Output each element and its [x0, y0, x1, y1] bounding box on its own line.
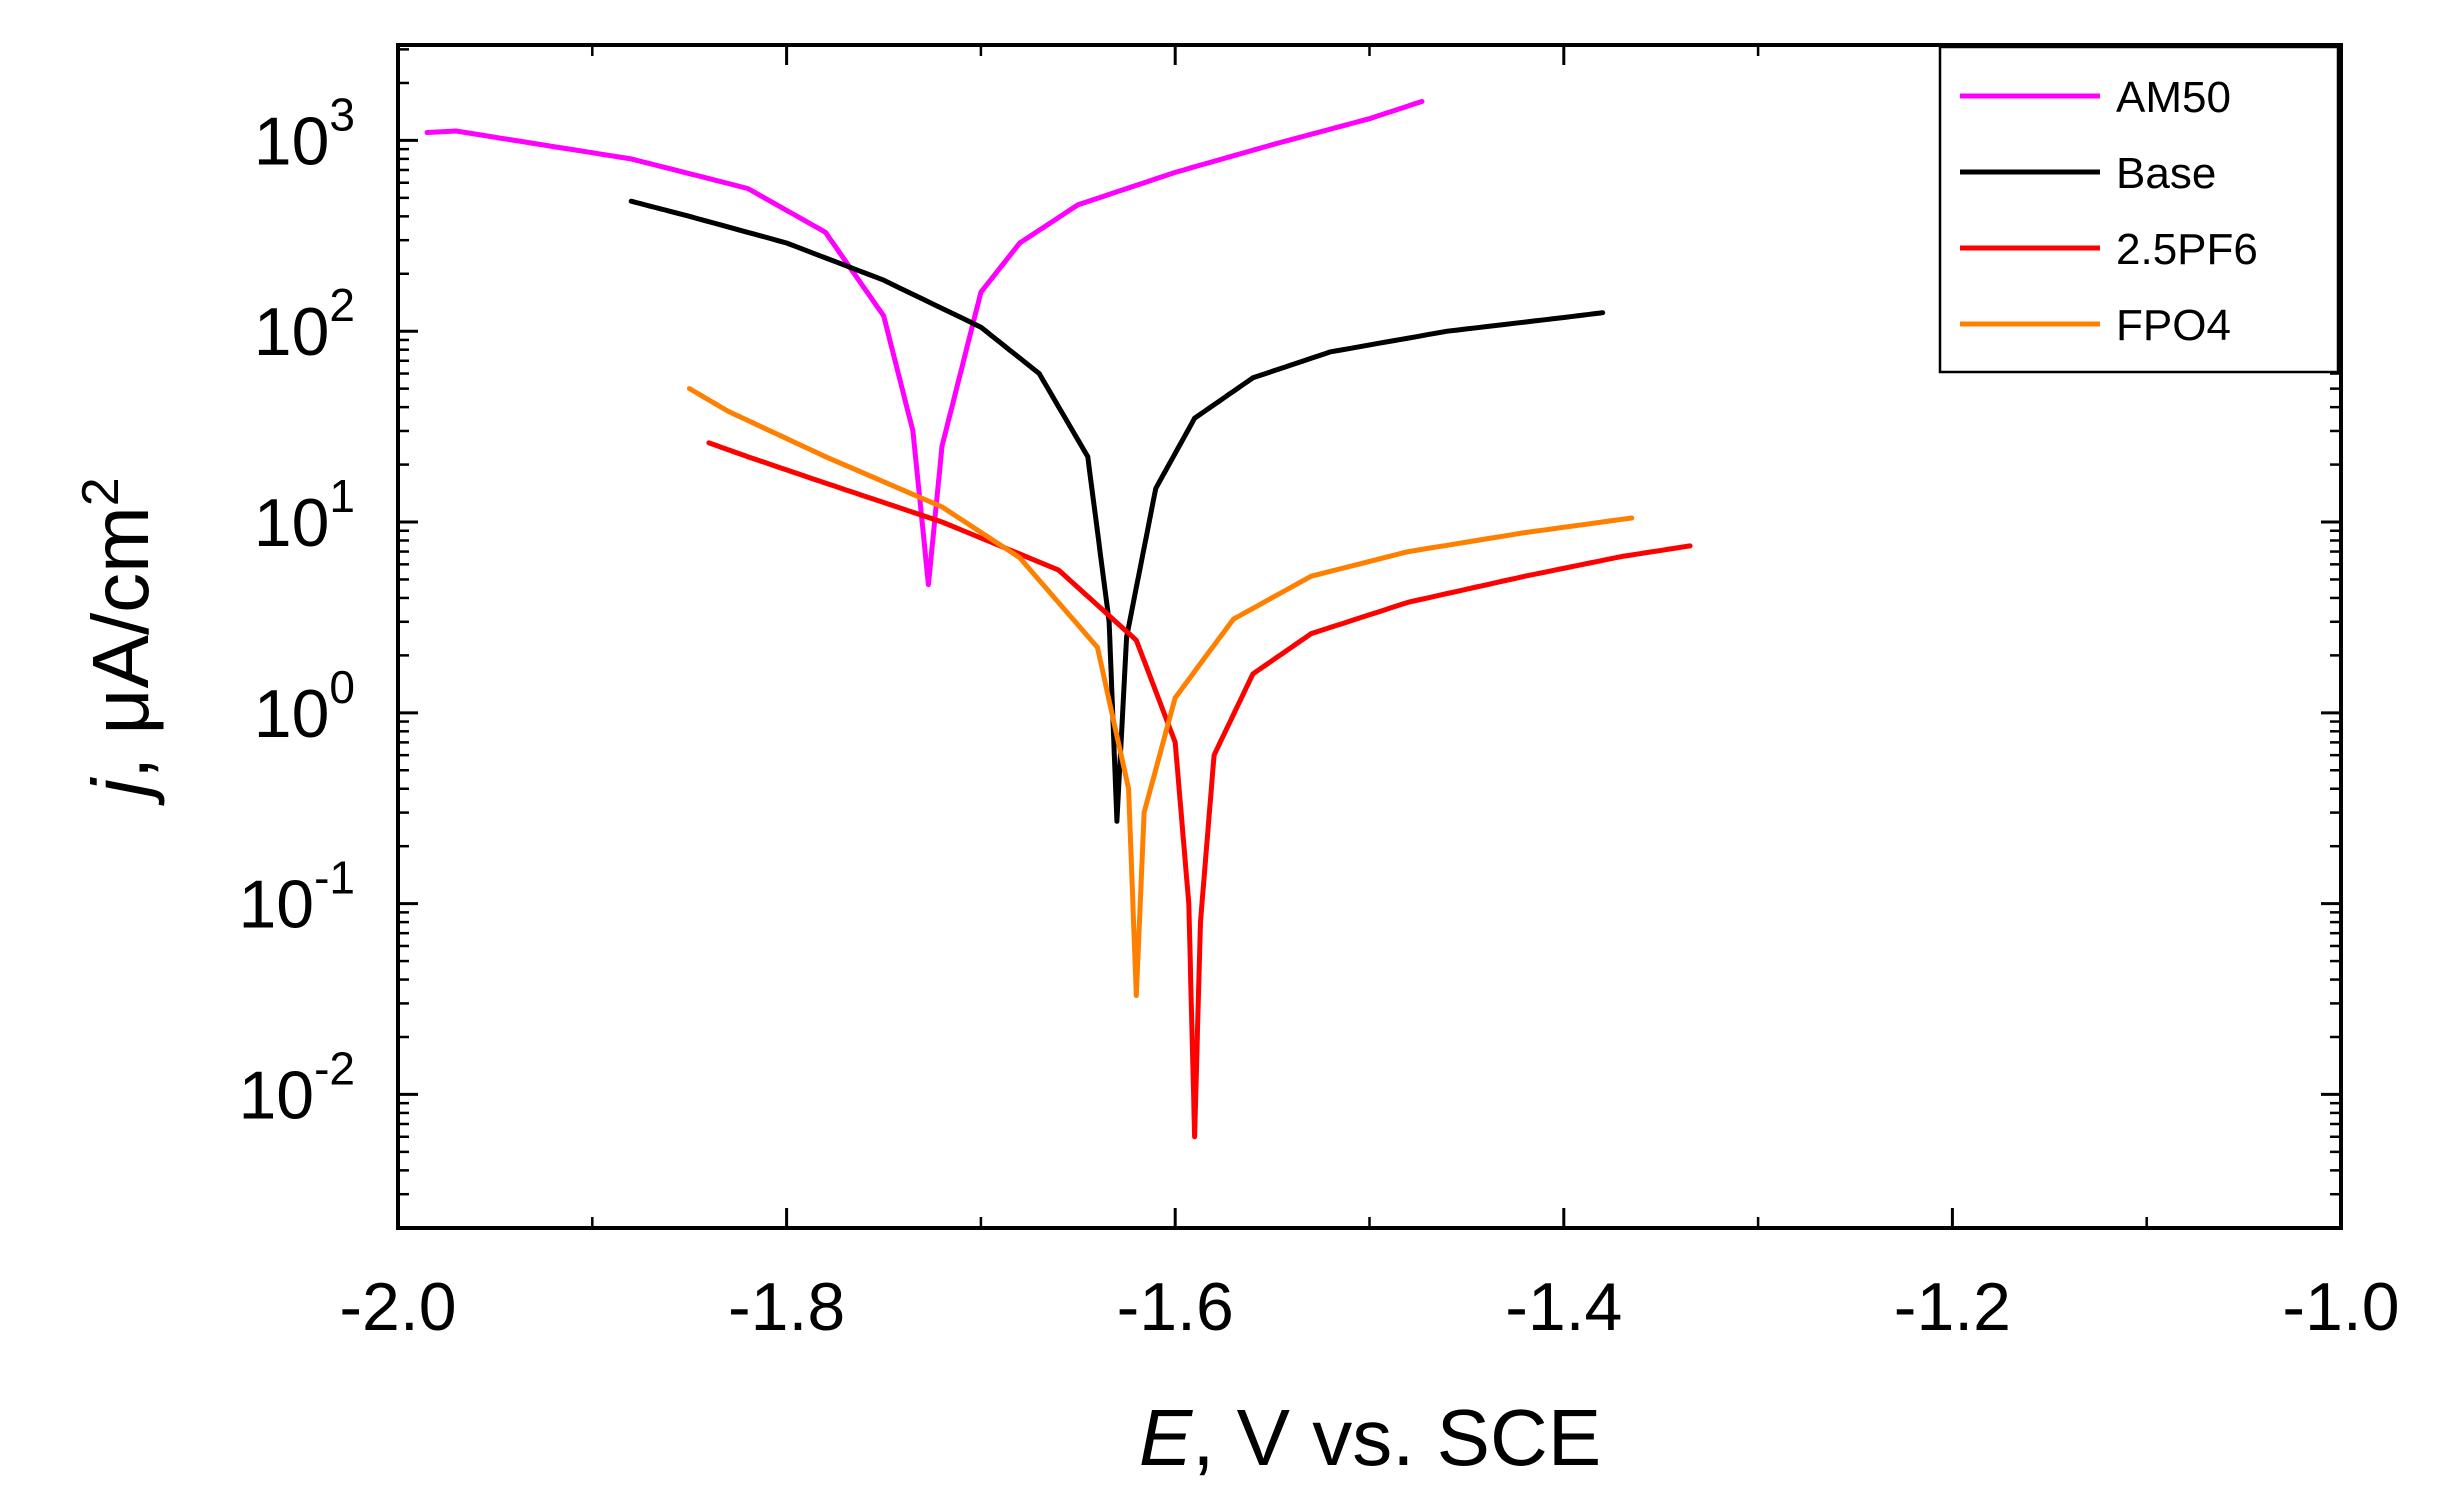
- y-tick-base: 10: [238, 1057, 314, 1133]
- series-line-base: [628, 198, 1606, 824]
- series-am50: [424, 99, 1425, 588]
- legend: AM50 Base 2.5PF6 FPO4: [1938, 45, 2340, 374]
- series-line-2-5pf6: [706, 440, 1693, 1140]
- legend-label-2-5pf6: 2.5PF6: [2116, 225, 2258, 274]
- legend-label-base: Base: [2116, 149, 2216, 198]
- y-axis-unit-exponent: 2: [72, 477, 130, 506]
- y-tick-base: 10: [254, 294, 330, 370]
- y-tick-exponent: 2: [329, 279, 355, 331]
- plot-area-frame: [396, 43, 2343, 1230]
- y-tick-base: 10: [254, 103, 330, 179]
- x-tick-label: -1.6: [1117, 1269, 1234, 1345]
- x-tick-labels: -2.0 -1.8 -1.6 -1.4 -1.2 -1.0: [339, 1269, 2399, 1345]
- y-tick-label: 10-1: [238, 852, 355, 943]
- x-tick-label: -1.2: [1894, 1269, 2011, 1345]
- y-tick-label: 101: [254, 470, 355, 561]
- y-tick-label: 100: [254, 661, 355, 752]
- series-line-fpo4: [686, 386, 1635, 998]
- x-axis-variable: E: [1139, 1393, 1194, 1482]
- x-tick-label: -1.4: [1505, 1269, 1622, 1345]
- y-tick-label: 10-2: [238, 1042, 355, 1133]
- x-tick-label: -1.8: [728, 1269, 845, 1345]
- series-2-5pf6: [706, 440, 1693, 1140]
- y-tick-exponent: 3: [329, 88, 355, 140]
- x-tick-label: -2.0: [339, 1269, 456, 1345]
- series-line-am50: [424, 99, 1425, 588]
- x-axis-unit: , V vs. SCE: [1192, 1393, 1601, 1482]
- series-lines: [424, 99, 1693, 1140]
- y-axis-title: j, μA/cm2: [72, 477, 165, 805]
- y-tick-label: 102: [254, 279, 355, 370]
- y-tick-exponent: -1: [314, 852, 355, 904]
- y-tick-base: 10: [238, 867, 314, 943]
- y-tick-exponent: -2: [314, 1042, 355, 1094]
- legend-box: [1938, 45, 2340, 374]
- y-tick-exponent: 1: [329, 470, 355, 522]
- y-tick-label: 103: [254, 88, 355, 179]
- y-axis-variable: j: [76, 777, 165, 806]
- series-fpo4: [686, 386, 1635, 998]
- y-tick-base: 10: [254, 676, 330, 752]
- legend-label-fpo4: FPO4: [2116, 301, 2231, 350]
- series-base: [628, 198, 1606, 824]
- y-tick-base: 10: [254, 485, 330, 561]
- legend-label-am50: AM50: [2116, 73, 2231, 122]
- y-tick-exponent: 0: [329, 661, 355, 713]
- y-axis-unit: , μA/cm: [76, 506, 165, 779]
- x-axis-title: E, V vs. SCE: [1139, 1393, 1601, 1482]
- x-tick-label: -1.0: [2282, 1269, 2399, 1345]
